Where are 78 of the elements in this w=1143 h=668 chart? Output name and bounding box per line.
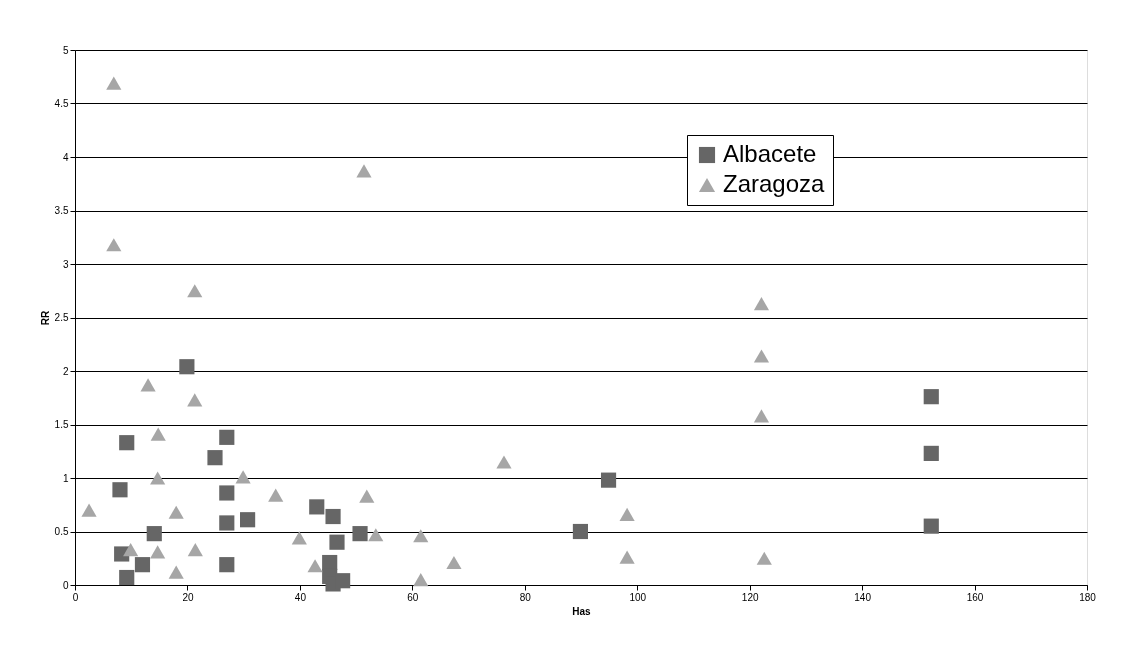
point: [619, 507, 635, 521]
legend-label: Albacete: [723, 140, 817, 167]
point: [112, 482, 128, 498]
point: [119, 569, 135, 586]
point: [923, 389, 939, 405]
point: [309, 499, 325, 515]
point: [756, 551, 772, 565]
x-tick-label: 160: [966, 591, 984, 603]
legend-label: Zaragoza: [723, 170, 826, 197]
x-tick-label: 0: [72, 591, 79, 603]
x-tick-label: 60: [407, 591, 419, 603]
point: [753, 409, 770, 423]
point: [146, 526, 162, 542]
point: [923, 445, 939, 461]
point: [187, 284, 203, 298]
point: [359, 489, 375, 503]
point: [356, 164, 372, 178]
point: [619, 550, 635, 564]
x-tick-label: 100: [629, 591, 647, 603]
point: [134, 557, 151, 573]
point: [335, 573, 351, 589]
point: [446, 555, 462, 570]
point: [106, 76, 122, 90]
point: [352, 526, 368, 542]
x-tick-label: 140: [854, 591, 872, 603]
point: [235, 470, 251, 484]
y-tick-label: 5: [62, 44, 69, 56]
y-axis-title: RR: [39, 310, 51, 326]
point: [572, 523, 589, 540]
x-tick-label: 40: [294, 591, 307, 603]
point: [219, 429, 235, 445]
point: [150, 427, 166, 441]
point: [168, 565, 184, 579]
x-tick-label: 20: [182, 591, 194, 603]
point: [187, 393, 203, 407]
x-tick-label: 120: [741, 591, 759, 603]
point: [150, 471, 166, 485]
x-axis-title: Has: [572, 605, 592, 617]
x-tick-label: 80: [519, 591, 532, 603]
point: [179, 359, 195, 375]
point: [119, 435, 135, 451]
point: [753, 297, 770, 311]
y-tick-label: 1.5: [54, 419, 69, 430]
y-tick-label: 3: [62, 258, 69, 270]
point: [106, 238, 122, 252]
point: [150, 545, 166, 559]
point: [81, 503, 97, 517]
point: [413, 573, 429, 587]
point: [413, 529, 429, 543]
point: [268, 488, 284, 502]
y-tick-label: 2: [62, 365, 69, 377]
point: [325, 508, 341, 525]
point: [753, 349, 770, 363]
y-tick-label: 4.5: [54, 98, 69, 109]
point: [219, 515, 235, 531]
point: [219, 485, 235, 501]
point: [368, 528, 384, 542]
point: [219, 557, 235, 573]
point: [123, 543, 139, 557]
point: [140, 378, 156, 392]
point: [322, 554, 338, 571]
y-tick-label: 1: [62, 472, 69, 484]
point: [923, 518, 939, 534]
point: [291, 531, 307, 545]
y-tick-label: 0: [62, 579, 69, 591]
point: [600, 472, 617, 488]
point: [168, 505, 184, 519]
point: [187, 543, 203, 557]
point: [207, 450, 223, 466]
y-tick-label: 2.5: [54, 312, 69, 323]
point: [307, 559, 323, 573]
x-tick-label: 180: [1079, 591, 1097, 603]
point: [329, 534, 345, 550]
y-tick-label: 4: [62, 151, 69, 163]
y-tick-label: 0.5: [54, 526, 69, 537]
point: [496, 455, 512, 469]
point: [240, 512, 256, 528]
y-tick-label: 3.5: [54, 205, 69, 216]
